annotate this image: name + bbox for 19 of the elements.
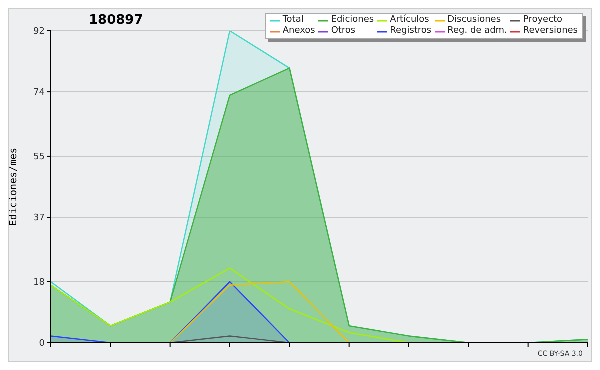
legend-label: Reversiones [523,26,578,37]
y-tick-label: 55 [34,152,45,163]
chart-title: 180897 [89,13,144,28]
y-tick-label: 74 [34,88,46,98]
legend-label: Artículos [390,15,430,26]
legend-label: Total [282,15,304,26]
legend-label: Discusiones [448,15,502,26]
y-tick-label: 0 [39,339,46,350]
legend-label: Otros [331,26,356,37]
legend-label: Proyecto [523,15,563,26]
y-tick-label: 37 [34,214,45,224]
legend-label: Ediciones [331,15,374,26]
y-axis-title: Ediciones/mes [8,148,20,226]
y-tick-label: 92 [34,27,45,38]
line-series [50,268,410,343]
y-tick-label: 18 [34,278,46,288]
legend-label: Anexos [282,26,316,37]
legend-label: Reg. de adm. [448,26,508,37]
legend-label: Registros [390,26,432,37]
